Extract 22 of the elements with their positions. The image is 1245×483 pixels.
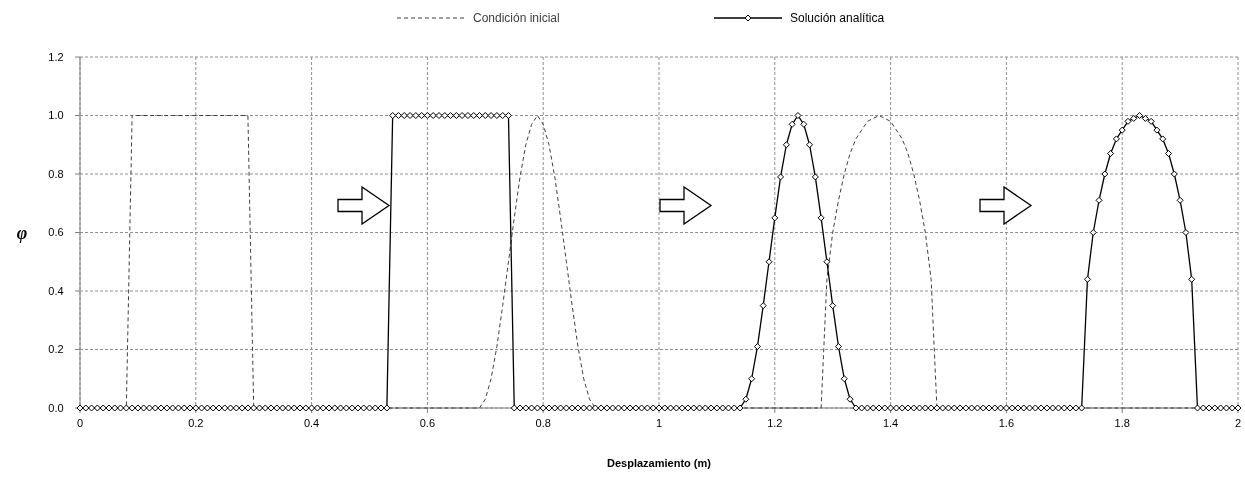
y-axis-title: φ bbox=[16, 222, 28, 243]
y-tick-label: 0.2 bbox=[48, 343, 64, 356]
y-tick-label: 0.6 bbox=[48, 226, 64, 239]
x-tick-label: 1.4 bbox=[882, 417, 899, 429]
x-axis-title: Desplazamiento (m) bbox=[607, 457, 712, 469]
y-tick-label: 1.0 bbox=[48, 109, 64, 122]
x-tick-label: 1 bbox=[655, 417, 663, 429]
y-tick-label: 0.0 bbox=[48, 401, 64, 414]
x-tick-label: 0 bbox=[76, 417, 84, 429]
x-tick-label: 1.6 bbox=[998, 417, 1015, 429]
x-tick-label: 1.8 bbox=[1114, 417, 1130, 429]
text: Solución analítica bbox=[790, 11, 885, 26]
x-tick-label: 0.6 bbox=[419, 417, 436, 429]
x-tick-label: 2 bbox=[1234, 417, 1242, 429]
x-tick-label: 0.8 bbox=[535, 417, 551, 429]
y-tick-label: 0.8 bbox=[48, 167, 64, 180]
text: Condición inicial bbox=[473, 11, 560, 26]
x-tick-label: 1.2 bbox=[767, 417, 783, 429]
y-tick-label: 1.2 bbox=[48, 50, 64, 63]
y-tick-label: 0.4 bbox=[48, 284, 64, 297]
x-tick-label: 0.2 bbox=[188, 417, 204, 429]
x-tick-label: 0.4 bbox=[303, 417, 320, 429]
